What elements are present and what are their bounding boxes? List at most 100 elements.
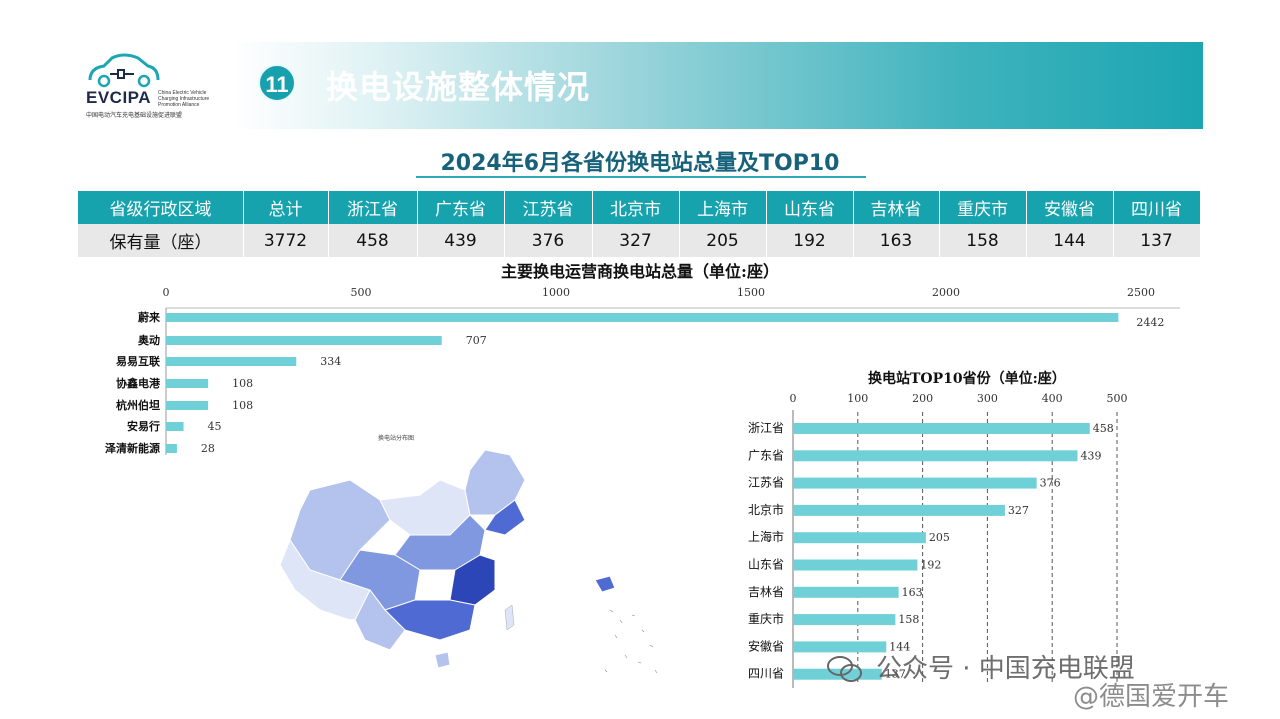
data-label: 163: [902, 586, 923, 599]
table-divider: [328, 191, 329, 257]
table-divider: [766, 191, 767, 257]
category-label: 安易行: [127, 419, 160, 433]
map-region-liaoning: [484, 499, 526, 536]
data-label: 205: [929, 531, 950, 544]
data-label: 45: [208, 420, 222, 433]
table-body-cell: 保有量（座）: [78, 224, 243, 257]
table-divider: [1113, 191, 1114, 257]
table-divider: [592, 191, 593, 257]
x-tick-label: 500: [1107, 392, 1128, 405]
bar: [166, 401, 209, 410]
map-region-taiwan: [504, 604, 515, 631]
section-number: 11: [258, 64, 296, 102]
x-tick-label: 300: [977, 392, 998, 405]
table-header-cell: 山东省: [766, 191, 853, 224]
map-region-north: [379, 479, 471, 536]
data-label: 458: [1093, 422, 1114, 435]
car-plug-icon: [88, 53, 160, 88]
data-label: 144: [889, 640, 910, 653]
table-header-cell: 江苏省: [504, 191, 592, 224]
table-divider: [853, 191, 854, 257]
table-body-cell: 158: [939, 224, 1026, 257]
header-band: [232, 42, 1203, 129]
table-header-cell: 北京市: [592, 191, 679, 224]
category-label: 重庆市: [748, 611, 784, 626]
logo-cn-text: 中国电动汽车充电基础设施促进联盟: [86, 112, 183, 119]
map-south-sea-inset: [594, 575, 616, 593]
data-label: 192: [920, 559, 941, 572]
category-label: 泽清新能源: [105, 441, 160, 455]
table-header-cell: 重庆市: [939, 191, 1026, 224]
bar: [793, 423, 1090, 434]
table-title: 2024年6月各省份换电站总量及TOP10: [440, 151, 840, 176]
category-label: 广东省: [748, 448, 784, 462]
category-label: 四川省: [748, 667, 784, 681]
table-divider: [504, 191, 505, 257]
bar: [793, 532, 926, 544]
table-divider: [939, 191, 940, 257]
bar: [166, 379, 209, 388]
x-tick-label: 1000: [542, 286, 570, 299]
bar: [166, 422, 184, 431]
x-tick-label: 400: [1042, 392, 1063, 405]
data-label: 327: [1008, 504, 1029, 517]
table-body-cell: 205: [679, 224, 766, 257]
data-label: 108: [232, 377, 253, 390]
table-header-cell: 浙江省: [328, 191, 417, 224]
watermark-text: 公众号 · 中国充电联盟: [876, 654, 1135, 684]
bar: [793, 641, 887, 653]
bar: [166, 336, 442, 345]
table-divider: [1026, 191, 1027, 257]
x-tick-label: 100: [847, 392, 868, 405]
bar: [793, 477, 1037, 489]
data-label: 28: [201, 442, 215, 455]
table-body-cell: 327: [592, 224, 679, 257]
data-label: 707: [466, 334, 487, 347]
table-divider: [679, 191, 680, 257]
data-label: 439: [1080, 449, 1101, 462]
page-title: 换电设施整体情况: [326, 68, 591, 106]
table-body-cell: 458: [328, 224, 417, 257]
x-tick-label: 2500: [1127, 286, 1155, 299]
bar: [793, 614, 896, 626]
table-body-cell: 439: [417, 224, 504, 257]
table-header-cell: 安徽省: [1026, 191, 1113, 224]
data-label: 137: [885, 668, 906, 681]
table-header-cell: 省级行政区域: [78, 191, 243, 224]
data-label: 2442: [1136, 316, 1164, 329]
bar: [793, 586, 899, 598]
data-label: 376: [1040, 477, 1061, 490]
logo-name: EVCIPA: [86, 88, 152, 107]
category-label: 杭州伯坦: [116, 398, 160, 412]
bar: [793, 504, 1005, 516]
map-caption: 换电站分布图: [378, 435, 415, 442]
category-label: 山东省: [748, 558, 784, 572]
table-title-underline: [416, 176, 866, 178]
table-header-cell: 上海市: [679, 191, 766, 224]
china-distribution-map: [279, 449, 658, 674]
x-tick-label: 0: [163, 286, 170, 299]
map-region-hainan: [434, 651, 451, 669]
data-label: 158: [898, 613, 919, 626]
bar: [166, 357, 297, 366]
x-tick-label: 0: [790, 392, 797, 405]
bar: [793, 559, 918, 571]
watermark-text-2: @德国爱开车: [1073, 682, 1230, 712]
table-divider: [243, 191, 244, 257]
category-label: 吉林省: [748, 585, 784, 599]
table-header-cell: 四川省: [1113, 191, 1200, 224]
table-header-cell: 总计: [243, 191, 328, 224]
category-label: 浙江省: [748, 421, 784, 435]
table-header-cell: 吉林省: [853, 191, 939, 224]
table-body-cell: 3772: [243, 224, 328, 257]
x-tick-label: 1500: [737, 286, 765, 299]
evcipa-logo: EVCIPA China Electric Vehicle Charging I…: [84, 50, 214, 122]
data-label: 334: [320, 355, 341, 368]
category-label: 安徽省: [748, 638, 784, 653]
category-label: 江苏省: [748, 476, 784, 490]
top10-chart-title: 换电站TOP10省份（单位:座）: [868, 371, 1066, 387]
bar: [793, 450, 1078, 462]
bar: [166, 313, 1119, 322]
province-table: 省级行政区域 保有量（座） 总计 3772 浙江省 458 广东省 439 江苏省 376 北京市 3…: [78, 191, 1200, 257]
table-body-cell: 192: [766, 224, 853, 257]
